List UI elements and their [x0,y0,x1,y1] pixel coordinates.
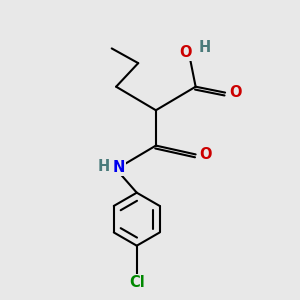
Text: O: O [200,147,212,162]
Text: Cl: Cl [129,275,145,290]
Text: O: O [179,45,192,60]
Text: H: H [98,159,110,174]
Text: N: N [113,160,125,175]
Text: H: H [199,40,211,55]
Text: O: O [229,85,242,100]
